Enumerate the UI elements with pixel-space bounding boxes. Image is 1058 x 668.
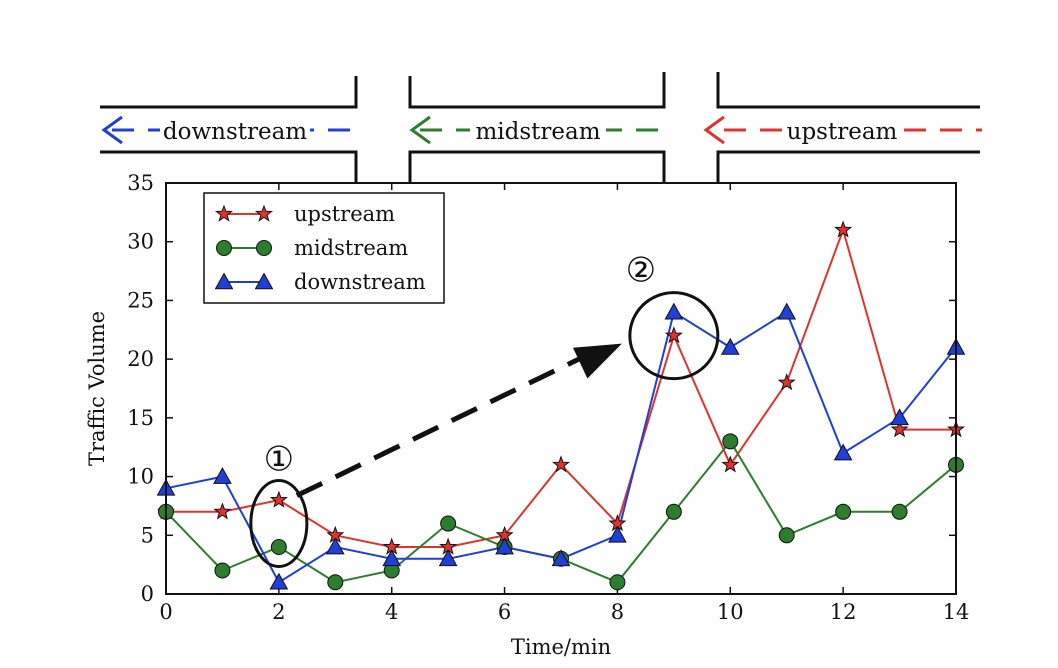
flow-arrowhead-midstream bbox=[409, 115, 431, 145]
x-tick-label: 12 bbox=[830, 600, 857, 624]
road-label-midstream: midstream bbox=[475, 119, 600, 145]
data-point-downstream bbox=[325, 537, 345, 555]
data-point-downstream bbox=[890, 408, 909, 426]
data-point-downstream bbox=[269, 572, 289, 590]
x-axis-label: Time/min bbox=[511, 635, 611, 659]
data-point-upstream bbox=[721, 455, 740, 473]
data-point-upstream bbox=[890, 420, 909, 438]
y-tick-label: 35 bbox=[127, 171, 154, 195]
road-bottom-edge-downstream bbox=[100, 150, 358, 183]
data-point-midstream bbox=[778, 527, 795, 544]
road-lane-midstream: midstream bbox=[409, 114, 664, 146]
legend-label-downstream: downstream bbox=[294, 270, 426, 294]
y-tick-label: 5 bbox=[141, 523, 154, 547]
legend-marker-midstream bbox=[216, 240, 232, 256]
x-tick-label: 6 bbox=[498, 600, 511, 624]
data-point-downstream bbox=[438, 549, 458, 567]
x-tick-label: 14 bbox=[943, 600, 970, 624]
data-point-downstream bbox=[664, 302, 684, 320]
annotation-label-1: ① bbox=[264, 440, 294, 480]
data-point-midstream bbox=[891, 503, 908, 520]
road-bottom-edge-upstream bbox=[716, 150, 980, 183]
legend-marker-midstream bbox=[256, 240, 272, 256]
y-tick-label: 30 bbox=[127, 230, 154, 254]
data-point-downstream bbox=[495, 537, 514, 555]
data-point-midstream bbox=[270, 539, 287, 556]
data-point-downstream bbox=[777, 302, 797, 320]
flow-arrowhead-upstream bbox=[703, 115, 725, 145]
data-point-midstream bbox=[835, 503, 852, 520]
data-point-midstream bbox=[722, 433, 739, 450]
road-label-downstream: downstream bbox=[163, 119, 307, 145]
label-bg-downstream bbox=[160, 114, 310, 146]
y-tick-label: 0 bbox=[141, 582, 154, 606]
y-tick-label: 10 bbox=[127, 465, 154, 489]
annotation-label-2: ② bbox=[626, 251, 656, 291]
data-point-downstream bbox=[608, 525, 627, 543]
road-bottom-edge-midstream bbox=[408, 150, 666, 183]
data-point-downstream bbox=[382, 549, 402, 567]
data-point-downstream bbox=[213, 467, 232, 484]
y-tick-label: 25 bbox=[127, 288, 154, 312]
data-point-upstream bbox=[664, 326, 683, 344]
legend-marker-downstream bbox=[254, 272, 274, 290]
road-top-edge-downstream bbox=[100, 76, 358, 109]
x-tick-label: 2 bbox=[272, 600, 285, 624]
road-lane-downstream: downstream bbox=[101, 114, 354, 146]
legend-marker-downstream bbox=[214, 272, 234, 290]
data-point-upstream bbox=[213, 502, 232, 520]
data-point-upstream bbox=[551, 455, 571, 473]
y-axis-label: Traffic Volume bbox=[85, 311, 109, 466]
data-point-midstream bbox=[327, 574, 344, 591]
x-tick-label: 10 bbox=[717, 600, 744, 624]
legend-marker-upstream bbox=[215, 204, 233, 222]
data-point-midstream bbox=[665, 503, 682, 520]
annotation-ellipse-2 bbox=[628, 291, 720, 381]
data-point-midstream bbox=[214, 562, 231, 579]
y-tick-label: 20 bbox=[127, 347, 154, 371]
data-point-upstream bbox=[834, 220, 853, 238]
label-bg-midstream bbox=[470, 114, 606, 146]
line-chart: 0 2 4 6 8 10 12 14 0 5 10 15 20 25 30 35 Time/min Traffic… bbox=[85, 171, 969, 659]
road-label-upstream: upstream bbox=[787, 119, 898, 145]
road-diagram bbox=[100, 72, 980, 183]
chart-legend: upstream midstream downstream bbox=[203, 192, 445, 304]
plot-frame bbox=[165, 182, 957, 595]
data-point-downstream bbox=[551, 549, 571, 567]
data-point-downstream bbox=[833, 443, 853, 461]
data-point-upstream bbox=[269, 490, 288, 508]
y-tick-label: 15 bbox=[127, 406, 154, 430]
annotation-ellipse-1 bbox=[249, 479, 309, 569]
data-point-midstream bbox=[609, 574, 626, 591]
x-tick-label: 0 bbox=[159, 600, 172, 624]
data-point-downstream bbox=[720, 337, 740, 355]
data-point-midstream bbox=[440, 515, 457, 532]
data-point-upstream bbox=[777, 373, 796, 391]
annotation-arrow-head bbox=[573, 343, 622, 379]
x-tick-label: 8 bbox=[611, 600, 624, 624]
road-top-edge-midstream bbox=[408, 72, 666, 109]
label-bg-upstream bbox=[782, 114, 902, 146]
road-top-edge-upstream bbox=[716, 72, 980, 109]
flow-arrowhead-downstream bbox=[101, 115, 123, 145]
road-lane-upstream: upstream bbox=[703, 114, 982, 146]
x-tick-label: 4 bbox=[385, 600, 398, 624]
legend-marker-upstream bbox=[255, 204, 273, 222]
legend-label-upstream: upstream bbox=[294, 202, 395, 226]
annotation-arrow-shaft bbox=[295, 355, 583, 498]
legend-label-midstream: midstream bbox=[294, 236, 408, 260]
